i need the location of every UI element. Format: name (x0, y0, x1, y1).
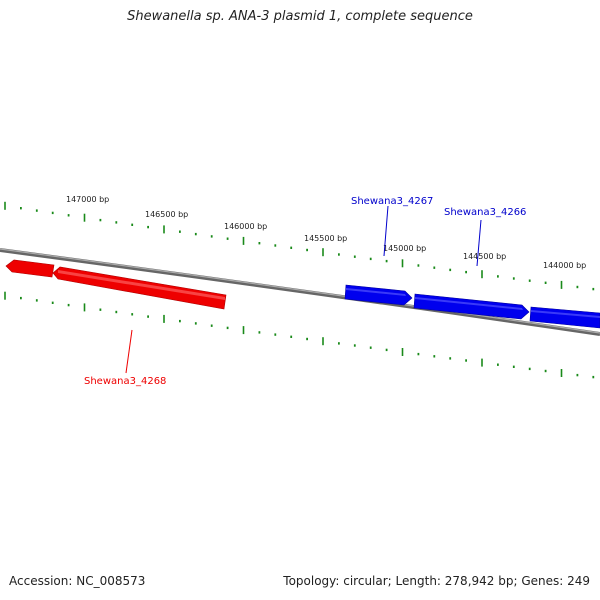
sequence-summary: Topology: circular; Length: 278,942 bp; … (283, 574, 590, 588)
gene-arrow-reverse (5, 259, 55, 278)
gene-unlabeled-forward[interactable] (529, 306, 600, 329)
inner-tick-track (4, 291, 595, 379)
scale-label-146500: 146500 bp (145, 210, 188, 219)
scale-label-146000: 146000 bp (224, 222, 267, 231)
map-title: Shewanella sp. ANA-3 plasmid 1, complete… (127, 9, 473, 24)
gene-label-shewana3-4268[interactable]: Shewana3_4268 (84, 376, 166, 387)
gene-label-shewana3-4266[interactable]: Shewana3_4266 (444, 207, 526, 218)
gene-shewana3-4266[interactable] (413, 293, 530, 320)
gene-shewana3-4268[interactable] (5, 259, 227, 310)
scale-label-145000: 145000 bp (383, 244, 426, 253)
label-leader-shewana3-4267 (383, 205, 389, 257)
accession-text: Accession: NC_008573 (9, 574, 146, 588)
scale-label-144000: 144000 bp (543, 261, 586, 270)
gene-label-shewana3-4267[interactable]: Shewana3_4267 (351, 196, 433, 207)
gene-arrow-shewana3-4268 (52, 266, 227, 310)
label-leader-shewana3-4268 (125, 329, 133, 374)
label-leader-shewana3-4266 (476, 219, 482, 267)
scale-label-144500: 144500 bp (463, 252, 506, 261)
scale-label-147000: 147000 bp (66, 195, 109, 204)
gene-shewana3-4267[interactable] (344, 284, 413, 306)
scale-label-145500: 145500 bp (304, 234, 347, 243)
plasmid-backbone (0, 248, 600, 336)
outer-tick-track (4, 201, 595, 291)
